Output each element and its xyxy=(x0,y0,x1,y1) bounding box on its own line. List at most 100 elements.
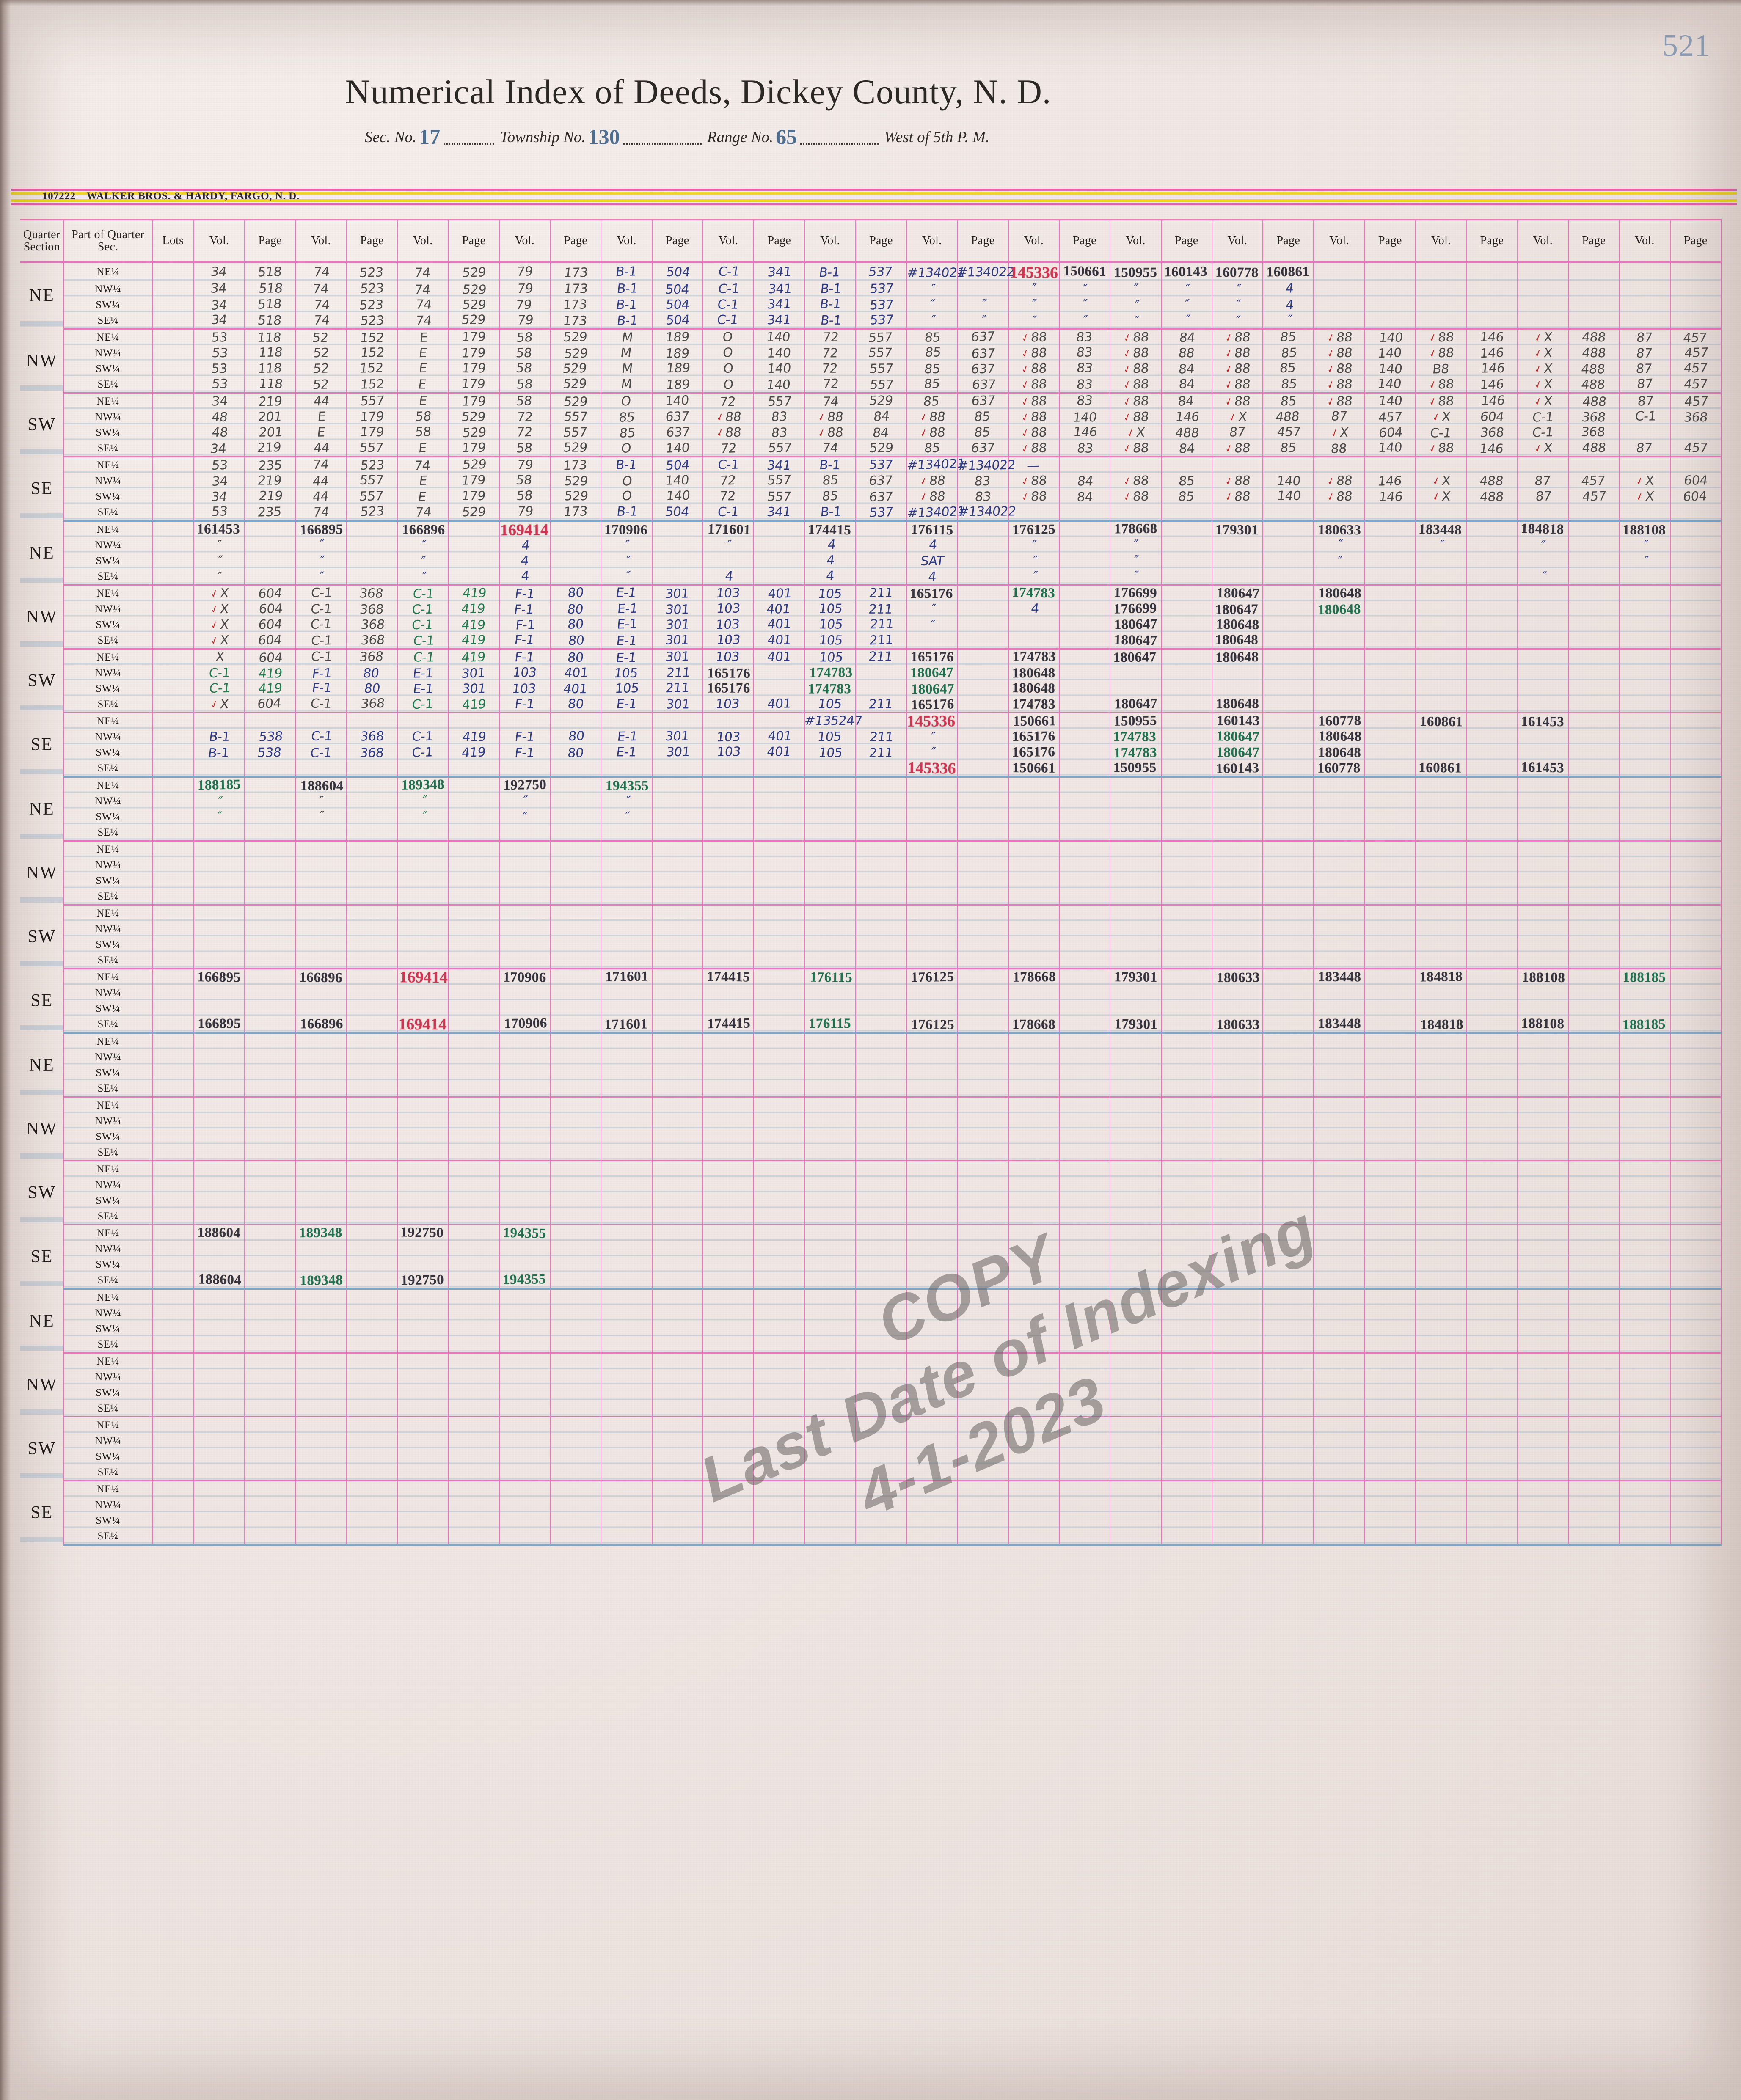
ledger-cell[interactable] xyxy=(1518,1193,1568,1208)
ledger-cell[interactable] xyxy=(194,1337,245,1353)
ledger-cell[interactable]: 488 xyxy=(1568,361,1619,377)
ledger-cell[interactable]: ″ xyxy=(1110,297,1161,313)
ledger-cell[interactable] xyxy=(1263,1177,1314,1193)
ledger-cell[interactable] xyxy=(1670,1272,1722,1289)
ledger-cell[interactable] xyxy=(295,1449,346,1464)
ledger-cell[interactable] xyxy=(1466,1193,1517,1208)
ledger-cell[interactable] xyxy=(1518,793,1568,809)
ledger-cell[interactable]: 401 xyxy=(754,617,804,633)
ledger-cell[interactable] xyxy=(347,1497,397,1513)
ledger-cell[interactable] xyxy=(1161,1113,1212,1129)
ledger-cell[interactable] xyxy=(601,1049,652,1065)
ledger-cell[interactable]: 529 xyxy=(448,297,499,313)
ledger-cell[interactable]: 219 xyxy=(245,489,295,504)
ledger-cell[interactable] xyxy=(601,1433,652,1449)
ledger-cell[interactable]: 85 xyxy=(1263,440,1314,457)
ledger-cell[interactable]: 140 xyxy=(652,393,703,410)
ledger-cell[interactable] xyxy=(856,777,906,793)
ledger-cell[interactable] xyxy=(1568,873,1619,889)
ledger-cell[interactable] xyxy=(1365,1065,1416,1081)
ledger-cell[interactable]: 604 xyxy=(245,601,295,617)
ledger-cell[interactable] xyxy=(550,1001,601,1016)
ledger-cell[interactable] xyxy=(1518,1272,1568,1289)
ledger-cell[interactable] xyxy=(652,1145,703,1161)
ledger-cell[interactable] xyxy=(1110,809,1161,825)
ledger-cell[interactable] xyxy=(1161,1305,1212,1321)
ledger-cell[interactable] xyxy=(652,713,703,729)
ledger-cell[interactable] xyxy=(1212,1401,1263,1417)
ledger-cell[interactable] xyxy=(1008,937,1059,952)
ledger-cell[interactable] xyxy=(152,1145,194,1161)
ledger-cell[interactable]: 80 xyxy=(550,633,601,649)
ledger-cell[interactable] xyxy=(1416,1353,1466,1370)
ledger-cell[interactable] xyxy=(1466,1528,1517,1545)
ledger-cell[interactable] xyxy=(703,1321,754,1337)
ledger-cell[interactable] xyxy=(1670,889,1722,905)
ledger-cell[interactable]: #134022 xyxy=(957,457,1008,473)
ledger-cell[interactable] xyxy=(1110,905,1161,922)
ledger-cell[interactable] xyxy=(1365,504,1416,521)
ledger-cell[interactable]: 529 xyxy=(550,361,601,377)
ledger-cell[interactable]: 34 xyxy=(194,393,245,410)
ledger-cell[interactable] xyxy=(1161,969,1212,985)
ledger-cell[interactable] xyxy=(1212,825,1263,841)
ledger-cell[interactable] xyxy=(1059,1528,1110,1545)
ledger-cell[interactable] xyxy=(550,1481,601,1497)
ledger-cell[interactable] xyxy=(295,889,346,905)
ledger-cell[interactable] xyxy=(1568,504,1619,521)
ledger-cell[interactable]: 74 xyxy=(397,297,448,313)
ledger-cell[interactable]: 529 xyxy=(550,393,601,410)
ledger-cell[interactable] xyxy=(347,1289,397,1305)
ledger-cell[interactable] xyxy=(1161,1177,1212,1193)
ledger-cell[interactable] xyxy=(397,985,448,1001)
ledger-cell[interactable] xyxy=(194,937,245,952)
ledger-cell[interactable] xyxy=(448,1464,499,1481)
ledger-cell[interactable] xyxy=(1059,825,1110,841)
ledger-cell[interactable]: ″ xyxy=(397,809,448,825)
ledger-cell[interactable] xyxy=(804,1097,855,1114)
ledger-cell[interactable]: 604 xyxy=(245,649,295,666)
ledger-cell[interactable]: 160778 xyxy=(1314,760,1364,777)
ledger-cell[interactable] xyxy=(1416,1449,1466,1464)
ledger-cell[interactable]: 176699 xyxy=(1110,601,1161,617)
ledger-cell[interactable] xyxy=(1263,1305,1314,1321)
ledger-cell[interactable] xyxy=(245,1161,295,1178)
ledger-cell[interactable] xyxy=(1059,457,1110,473)
ledger-cell[interactable]: 301 xyxy=(448,665,499,681)
ledger-cell[interactable] xyxy=(856,873,906,889)
ledger-cell[interactable]: 79 xyxy=(499,297,550,313)
ledger-cell[interactable] xyxy=(397,873,448,889)
ledger-cell[interactable] xyxy=(397,857,448,873)
ledger-cell[interactable] xyxy=(1416,1033,1466,1049)
ledger-cell[interactable] xyxy=(1466,649,1517,666)
ledger-cell[interactable] xyxy=(754,1337,804,1353)
ledger-cell[interactable] xyxy=(245,809,295,825)
ledger-cell[interactable] xyxy=(347,873,397,889)
ledger-cell[interactable] xyxy=(652,1177,703,1193)
ledger-cell[interactable] xyxy=(1263,1049,1314,1065)
ledger-cell[interactable] xyxy=(1466,521,1517,537)
ledger-cell[interactable]: 368 xyxy=(347,617,397,633)
ledger-cell[interactable]: 72 xyxy=(804,329,855,346)
ledger-cell[interactable]: 419 xyxy=(448,601,499,617)
ledger-cell[interactable] xyxy=(1059,521,1110,537)
ledger-cell[interactable] xyxy=(652,1065,703,1081)
ledger-cell[interactable] xyxy=(1670,1241,1722,1257)
ledger-cell[interactable] xyxy=(1518,937,1568,952)
ledger-cell[interactable] xyxy=(152,440,194,457)
ledger-cell[interactable] xyxy=(856,1449,906,1464)
ledger-cell[interactable] xyxy=(245,1129,295,1145)
ledger-cell[interactable] xyxy=(397,1208,448,1225)
ledger-cell[interactable] xyxy=(152,1001,194,1016)
ledger-cell[interactable]: 179 xyxy=(448,393,499,410)
ledger-cell[interactable] xyxy=(448,1305,499,1321)
ledger-cell[interactable]: B-1 xyxy=(601,457,652,473)
ledger-cell[interactable] xyxy=(1059,1497,1110,1513)
ledger-cell[interactable]: 165176 xyxy=(906,696,957,713)
ledger-cell[interactable]: E xyxy=(295,425,346,440)
ledger-cell[interactable] xyxy=(1670,1016,1722,1033)
ledger-cell[interactable] xyxy=(347,1417,397,1434)
ledger-cell[interactable]: 188604 xyxy=(194,1272,245,1289)
ledger-cell[interactable] xyxy=(1161,1145,1212,1161)
ledger-cell[interactable] xyxy=(1212,937,1263,952)
